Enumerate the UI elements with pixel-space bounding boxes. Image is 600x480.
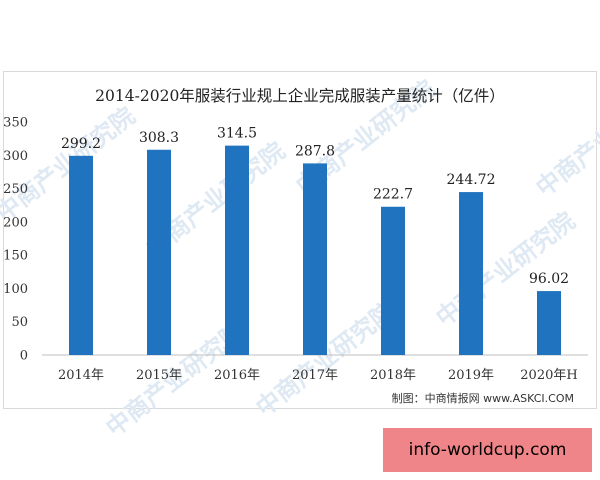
- y-tick-label: 300: [3, 149, 28, 164]
- y-tick-label: 0: [20, 349, 28, 364]
- data-label: 299.2: [61, 136, 101, 152]
- bar: [69, 155, 93, 355]
- y-tick-label: 250: [3, 182, 28, 197]
- site-badge: info-worldcup.com: [383, 428, 592, 472]
- data-label: 244.72: [447, 172, 496, 188]
- chart-frame: [3, 71, 597, 409]
- y-axis: 0 50 100 150 200 250 300 350: [3, 116, 28, 364]
- bar: [147, 149, 171, 355]
- y-tick-label: 150: [3, 249, 28, 264]
- x-tick-label: 2015年: [136, 368, 182, 383]
- source-note: 制图：中商情报网 www.ASKCI.COM: [392, 391, 574, 405]
- x-tick-label: 2016年: [214, 368, 260, 383]
- data-label: 222.7: [373, 187, 413, 203]
- bars: [69, 145, 561, 355]
- x-tick-label: 2014年: [58, 368, 104, 383]
- x-tick-label: 2020年H: [520, 368, 577, 383]
- bar: [537, 291, 561, 355]
- data-label: 96.02: [529, 271, 569, 287]
- bar: [459, 192, 483, 355]
- y-tick-label: 200: [3, 215, 28, 230]
- x-tick-label: 2018年: [370, 368, 416, 383]
- y-tick-label: 100: [3, 282, 28, 297]
- data-label: 287.8: [295, 143, 335, 159]
- bar: [381, 206, 405, 355]
- x-tick-label: 2017年: [292, 368, 338, 383]
- y-tick-label: 50: [11, 315, 28, 330]
- data-label: 314.5: [217, 126, 257, 142]
- bar: [225, 145, 249, 355]
- x-axis: 2014年 2015年 2016年 2017年 2018年 2019年 2020年H: [58, 368, 578, 383]
- data-label: 308.3: [139, 130, 179, 146]
- chart-title: 2014-2020年服装行业规上企业完成服装产量统计（亿件）: [95, 87, 505, 105]
- data-labels: 299.2 308.3 314.5 287.8 222.7 244.72 96.02: [61, 126, 569, 287]
- bar: [303, 163, 327, 355]
- y-tick-label: 350: [3, 116, 28, 131]
- x-tick-label: 2019年: [448, 368, 494, 383]
